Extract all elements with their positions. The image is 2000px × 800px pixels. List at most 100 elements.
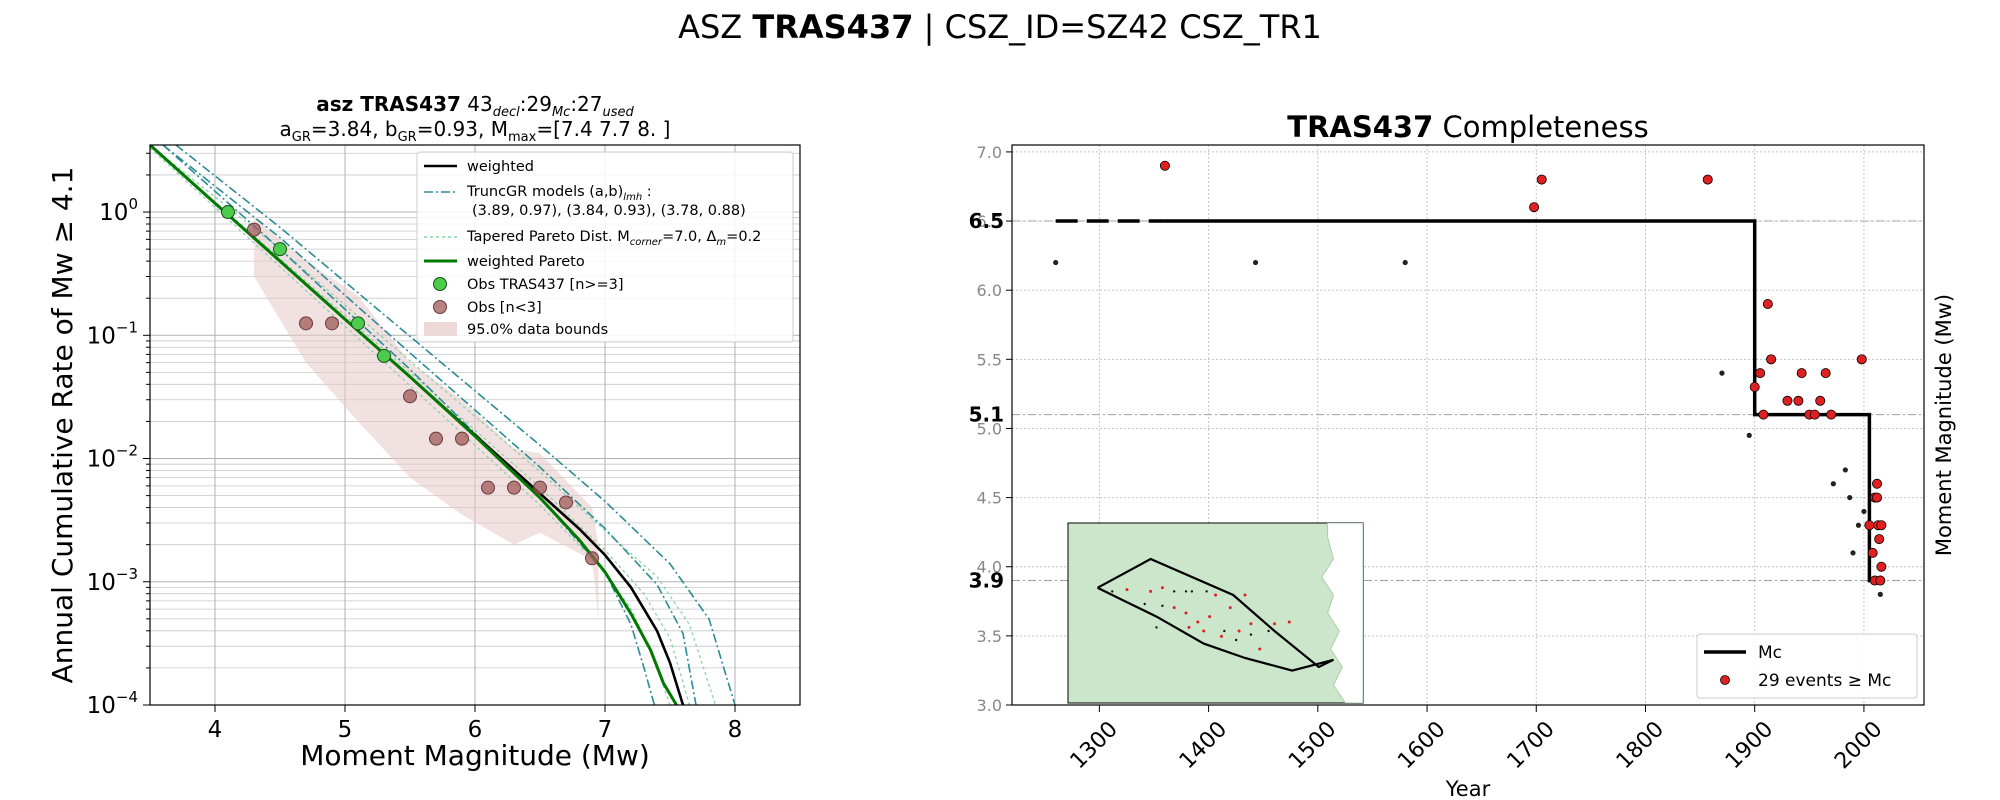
left-x-tick-label: 5 <box>338 717 353 743</box>
right-y-tick-label: 4.0 <box>977 558 1002 577</box>
inset-event-black <box>1184 590 1188 593</box>
left-obs-small-point <box>429 431 443 446</box>
inset-event-black <box>1205 590 1208 593</box>
left-y-tick-label: 10−3 <box>87 565 138 596</box>
right-event-above-mc <box>1793 395 1804 406</box>
inset-event-black <box>1155 626 1158 629</box>
right-y-tick-label: 3.0 <box>977 696 1002 715</box>
right-x-tick-label: 1700 <box>1503 717 1560 774</box>
left-obs-small-point <box>533 480 547 495</box>
right-legend: Mc 29 events ≥ Mc <box>1696 633 1918 699</box>
right-event-below-mc <box>1053 259 1059 266</box>
right-x-tick-label: 1900 <box>1721 717 1778 774</box>
right-y-tick-label: 5.0 <box>977 419 1002 438</box>
right-event-above-mc <box>1876 520 1887 531</box>
left-series-truncgr-low <box>162 145 656 705</box>
left-ticks: 4 5 6 7 8 100 10−1 10−2 10−3 10−4 <box>87 152 743 743</box>
left-title-line2: aGR=3.84, bGR=0.93, Mmax=[7.4 7.7 8. ] <box>280 117 671 145</box>
legend-truncgr-label: TruncGR models (a,b)lmh : <box>466 184 652 203</box>
right-event-above-mc <box>1872 478 1883 489</box>
right-event-above-mc <box>1755 368 1766 379</box>
right-mc-label: 6.5 <box>969 209 1004 233</box>
inset-event-red <box>1249 622 1253 626</box>
right-event-above-mc <box>1796 368 1807 379</box>
legend-mc-label: Mc <box>1758 643 1782 663</box>
legend-bounds-swatch <box>424 322 457 336</box>
legend-obs-used-swatch <box>433 277 447 291</box>
right-mc-label: 3.9 <box>969 569 1004 593</box>
figure-title-suffix: | CSZ_ID=SZ42 CSZ_TR1 <box>913 8 1322 46</box>
right-event-below-mc <box>1830 481 1836 487</box>
left-obs-small-point <box>559 495 573 510</box>
inset-event-red <box>1202 629 1206 633</box>
right-event-above-mc <box>1782 395 1793 406</box>
right-event-above-mc <box>1815 395 1826 406</box>
legend-weighted-pareto-label: weighted Pareto <box>467 254 585 270</box>
inset-event-red <box>1219 634 1223 638</box>
right-x-tick-label: 2000 <box>1830 717 1887 774</box>
inset-event-red <box>1228 606 1232 610</box>
left-series-weighted-pareto <box>150 145 678 705</box>
right-event-above-mc <box>1820 368 1831 379</box>
left-y-tick-label: 100 <box>99 195 138 226</box>
right-y-tick-label: 6.5 <box>977 212 1002 231</box>
inset-map-frame <box>1067 522 1364 704</box>
left-data-bounds <box>254 217 599 619</box>
legend-truncgr-values: (3.89, 0.97), (3.84, 0.93), (3.78, 0.88) <box>472 203 746 219</box>
left-obs-used-point <box>221 205 235 220</box>
left-series-tapered-2 <box>150 145 691 705</box>
right-y-tick-label: 6.0 <box>977 281 1002 300</box>
inset-event-red <box>1172 606 1176 610</box>
right-event-below-mc <box>1402 259 1408 266</box>
left-series-truncgr-mid <box>162 145 697 705</box>
left-obs-small-point <box>247 222 261 237</box>
left-y-tick-label: 10−4 <box>87 688 138 719</box>
right-event-above-mc <box>1826 409 1837 420</box>
right-event-below-mc <box>1850 550 1856 556</box>
right-event-below-mc <box>1847 494 1853 501</box>
inset-event-red <box>1243 593 1247 597</box>
left-x-tick-label: 8 <box>728 717 743 743</box>
right-axes-frame <box>1011 144 1925 706</box>
right-event-above-mc <box>1872 492 1883 503</box>
left-panel: asz TRAS437 43decl:29Mc:27used aGR=3.84,… <box>46 92 801 772</box>
inset-event-black <box>1267 629 1270 633</box>
right-event-above-mc <box>1536 174 1547 185</box>
inset-event-red <box>1160 586 1164 590</box>
legend-obs-small-label: Obs [n<3] <box>467 300 542 316</box>
left-series-truncgr-high <box>175 145 736 705</box>
left-obs-small-point <box>455 431 469 446</box>
left-obs-small-point <box>299 316 313 331</box>
left-obs-small-point <box>325 316 339 331</box>
legend-obs-used-label: Obs TRAS437 [n>=3] <box>467 277 624 293</box>
right-title: TRAS437 Completeness <box>1287 110 1648 144</box>
figure-title: ASZ TRAS437 | CSZ_ID=SZ42 CSZ_TR1 <box>0 8 2000 46</box>
inset-event-red <box>1258 647 1262 651</box>
right-panel: TRAS437 Completeness 1300 1400 1500 1600 170… <box>969 110 1956 800</box>
right-event-above-mc <box>1867 547 1878 558</box>
legend-obs-small-swatch <box>433 300 447 314</box>
left-obs-used-point <box>273 242 287 257</box>
right-event-below-mc <box>1861 508 1867 515</box>
right-event-below-mc <box>1877 591 1883 597</box>
left-observations <box>221 205 599 566</box>
left-title-line1: asz TRAS437 43decl:29Mc:27used <box>316 92 634 120</box>
inset-event-red <box>1273 622 1276 626</box>
inset-event-red <box>1149 589 1153 593</box>
left-obs-small-point <box>403 389 417 404</box>
right-event-above-mc <box>1766 354 1777 365</box>
right-event-below-mc <box>1719 370 1725 376</box>
right-x-tick-label: 1600 <box>1393 717 1450 774</box>
left-y-tick-label: 10−2 <box>87 442 138 473</box>
inset-event-black <box>1143 602 1146 606</box>
inset-event-black <box>1234 638 1238 642</box>
inset-event-red <box>1125 588 1129 592</box>
right-event-above-mc <box>1159 160 1170 171</box>
inset-event-black <box>1111 590 1114 593</box>
inset-event-black <box>1249 633 1253 636</box>
inset-event-black <box>1223 629 1226 633</box>
left-x-tick-label: 4 <box>208 717 223 743</box>
right-event-above-mc <box>1529 202 1540 213</box>
inset-map-content <box>1096 523 1363 703</box>
